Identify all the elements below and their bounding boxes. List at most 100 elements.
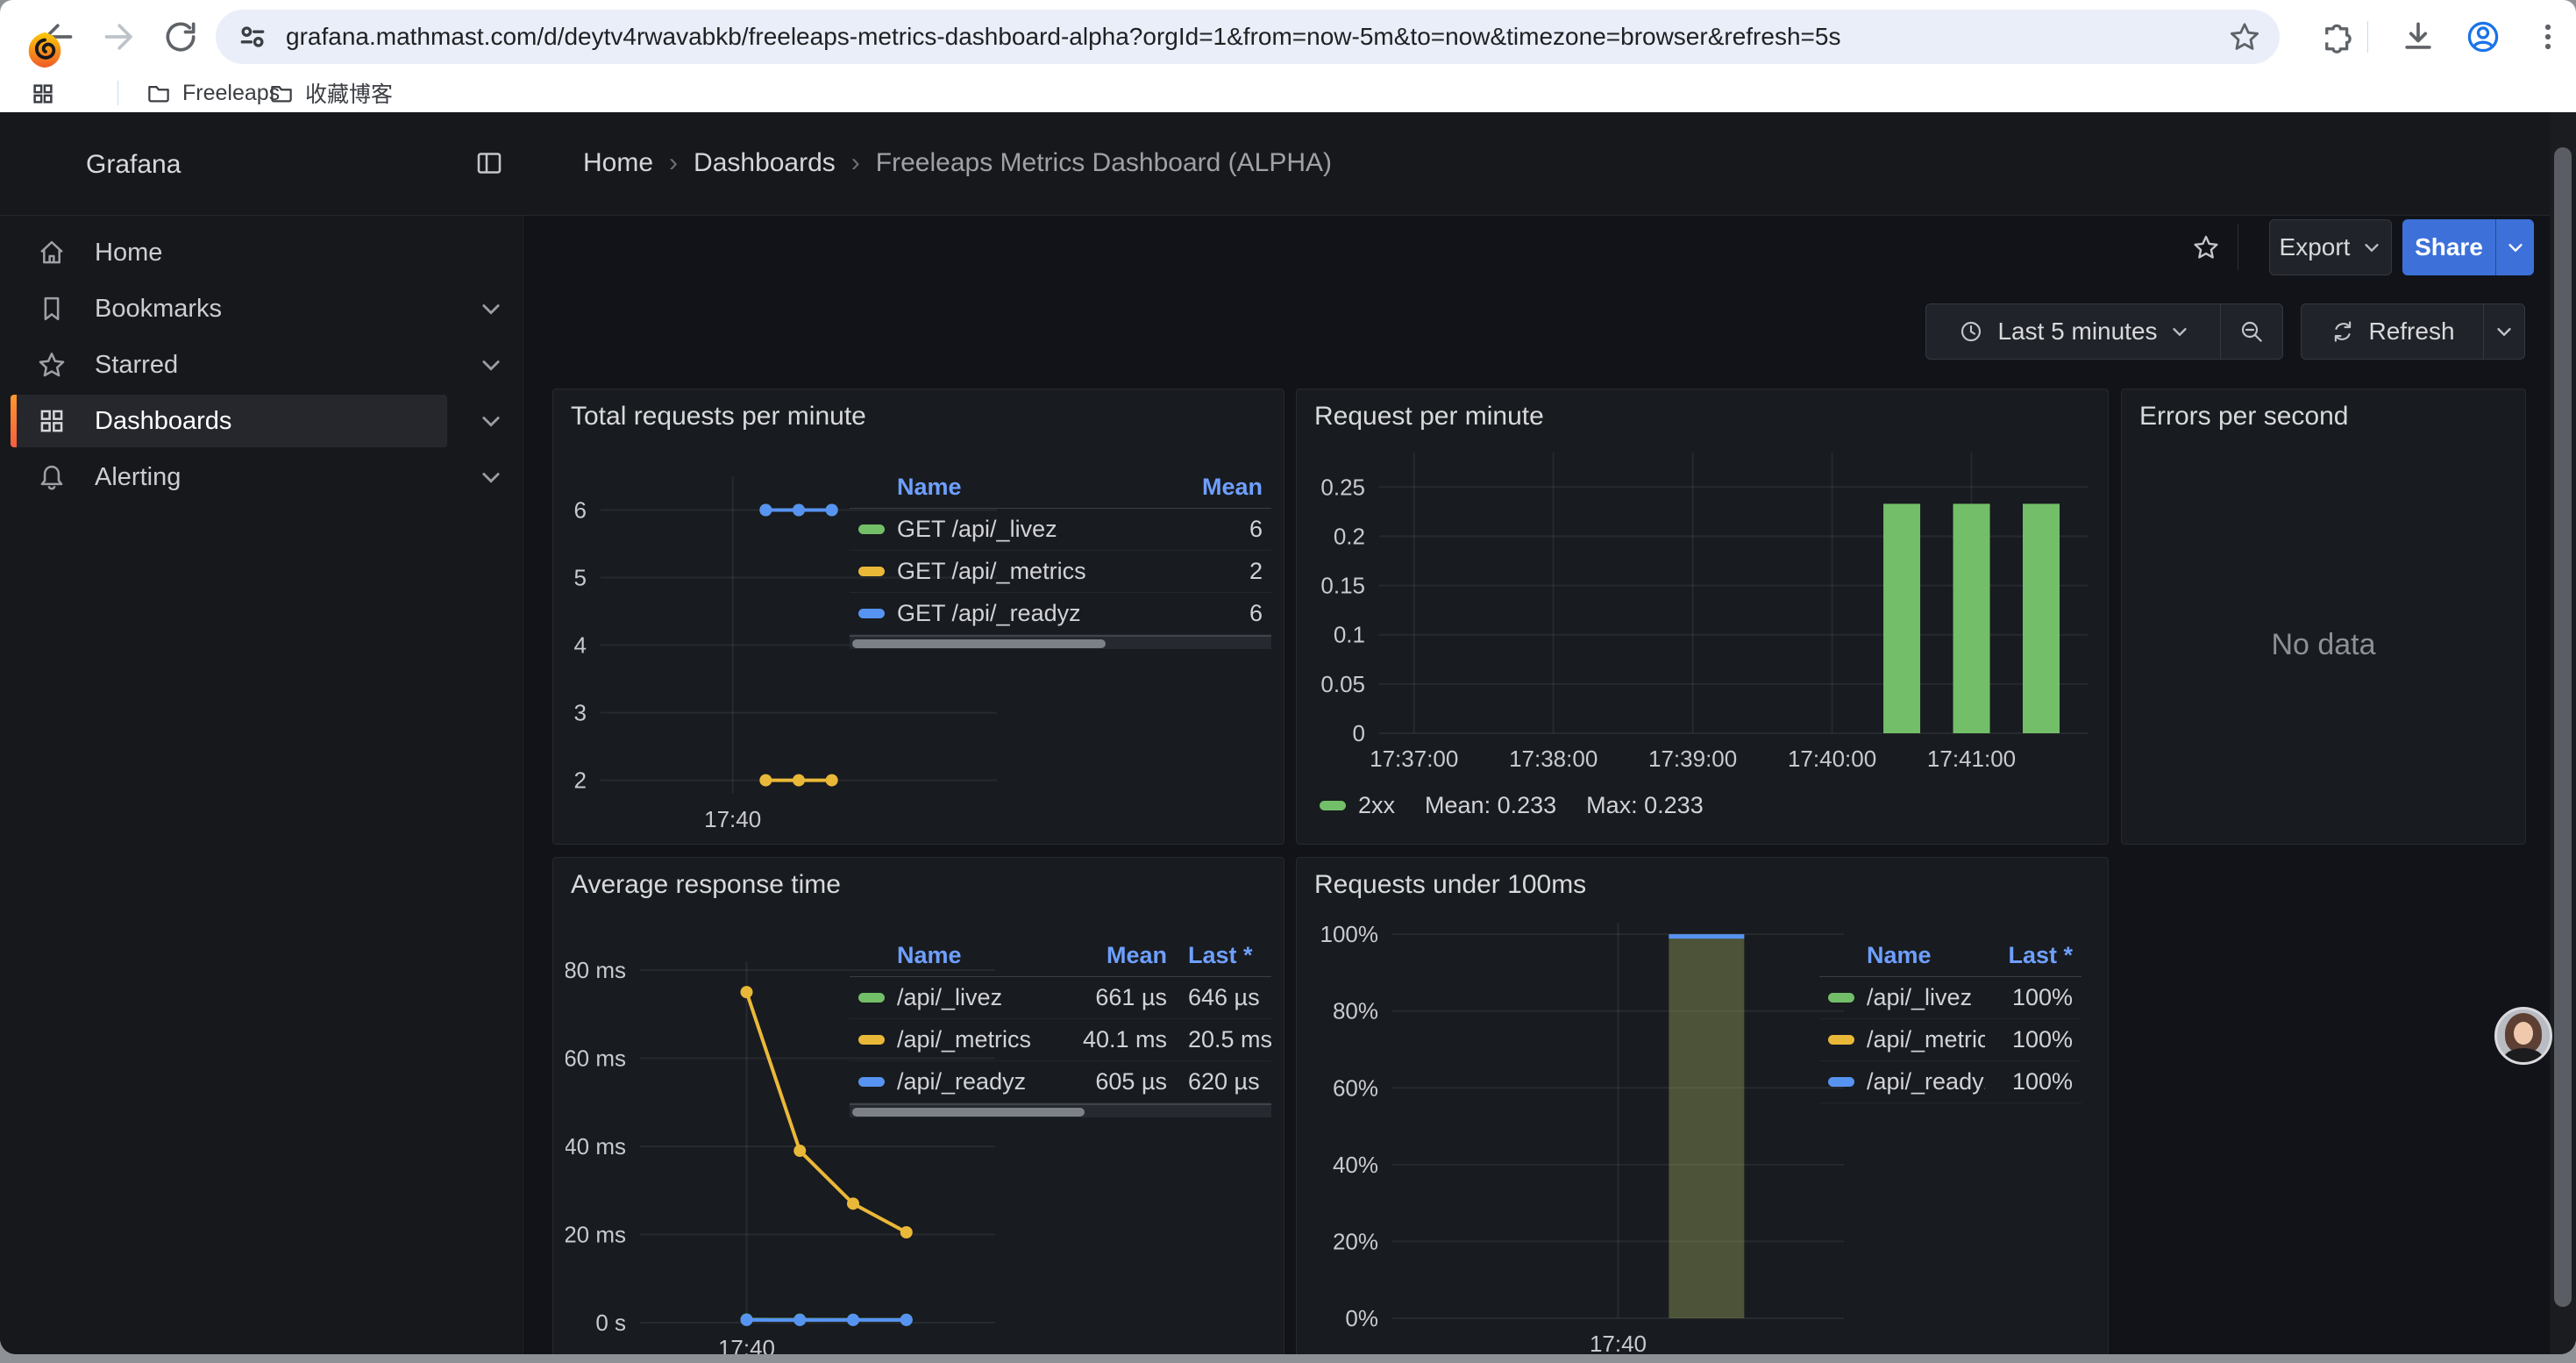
sidebar-item-starred[interactable]: Starred xyxy=(11,339,447,391)
time-range-picker[interactable]: Last 5 minutes xyxy=(1926,304,2220,359)
legend-header-last[interactable]: Last * xyxy=(1985,942,2081,969)
svg-text:80 ms: 80 ms xyxy=(566,957,626,983)
export-button[interactable]: Export xyxy=(2269,219,2392,275)
svg-text:4: 4 xyxy=(574,632,587,659)
svg-text:5: 5 xyxy=(574,565,587,591)
floating-avatar[interactable] xyxy=(2494,1007,2552,1065)
apps-grid-icon[interactable] xyxy=(30,81,56,107)
panel-total-requests-per-minute: Total requests per minute 2345617:40 Nam… xyxy=(552,389,1284,845)
legend-series-name[interactable]: 2xx xyxy=(1358,792,1395,819)
svg-text:17:39:00: 17:39:00 xyxy=(1648,746,1737,772)
reload-icon[interactable] xyxy=(161,18,200,56)
svg-text:40 ms: 40 ms xyxy=(566,1133,626,1160)
svg-text:6: 6 xyxy=(574,497,587,524)
breadcrumb-dashboards[interactable]: Dashboards xyxy=(694,148,836,178)
legend-scrollbar[interactable] xyxy=(850,1103,1271,1117)
toggle-sidebar-icon[interactable] xyxy=(473,147,505,179)
legend-row[interactable]: /api/_readyz605 µs620 µs xyxy=(850,1061,1271,1103)
legend-header: Name Mean xyxy=(850,467,1271,509)
legend-scrollbar[interactable] xyxy=(850,635,1271,649)
series-color-chip xyxy=(1828,1077,1854,1087)
bookmark-folder-freeleaps[interactable]: Freeleaps xyxy=(146,77,280,109)
breadcrumb-current: Freeleaps Metrics Dashboard (ALPHA) xyxy=(876,148,1332,178)
sidebar-item-bookmarks[interactable]: Bookmarks xyxy=(11,282,447,335)
grafana-top-nav: Grafana Home › Dashboards › Freeleaps Me… xyxy=(0,112,2576,216)
series-color-chip xyxy=(858,1035,885,1045)
legend-row[interactable]: /api/_metrics100% xyxy=(1819,1019,2081,1061)
legend-header: Name Mean Last * xyxy=(850,935,1271,977)
legend-row[interactable]: /api/_readyz100% xyxy=(1819,1061,2081,1103)
svg-text:17:41:00: 17:41:00 xyxy=(1927,746,2016,772)
refresh-interval-button[interactable] xyxy=(2484,304,2524,359)
sidebar-item-home[interactable]: Home xyxy=(11,226,447,279)
menu-kebab-icon[interactable] xyxy=(2529,18,2567,56)
svg-text:17:40: 17:40 xyxy=(1590,1331,1647,1354)
panel-title[interactable]: Requests under 100ms xyxy=(1314,870,1586,900)
toolbar-divider xyxy=(2367,21,2368,53)
svg-text:0.15: 0.15 xyxy=(1320,573,1365,599)
chevron-down-icon[interactable] xyxy=(479,296,503,321)
sidebar-item-alerting[interactable]: Alerting xyxy=(11,451,447,503)
scrollbar-thumb[interactable] xyxy=(2554,147,2572,1307)
share-menu-button[interactable] xyxy=(2495,219,2534,275)
svg-text:0: 0 xyxy=(1353,720,1365,746)
bookmark-label: Freeleaps xyxy=(182,81,280,106)
bookmark-star-icon[interactable] xyxy=(2227,19,2262,54)
sidebar-item-label: Dashboards xyxy=(95,407,231,436)
breadcrumb-home[interactable]: Home xyxy=(583,148,653,178)
url-text[interactable]: grafana.mathmast.com/d/deytv4rwavabkb/fr… xyxy=(286,23,2227,51)
legend-row[interactable]: /api/_livez661 µs646 µs xyxy=(850,977,1271,1019)
extensions-icon[interactable] xyxy=(2315,18,2353,56)
page-scrollbar[interactable] xyxy=(2550,112,2576,1354)
legend-table: Name Last * /api/_livez100% /api/_metric… xyxy=(1819,935,2081,1103)
sidebar-item-label: Alerting xyxy=(95,463,181,492)
bar-chart[interactable]: 00.050.10.150.20.2517:37:0017:38:0017:39… xyxy=(1309,442,2098,784)
panel-title[interactable]: Request per minute xyxy=(1314,402,1544,432)
panel-title[interactable]: Errors per second xyxy=(2139,402,2348,432)
refresh-button[interactable]: Refresh xyxy=(2302,304,2483,359)
download-icon[interactable] xyxy=(2399,18,2437,56)
svg-text:17:40: 17:40 xyxy=(718,1335,775,1354)
svg-text:0.25: 0.25 xyxy=(1320,474,1365,500)
series-color-chip xyxy=(858,525,885,534)
panel-requests-under-100ms: Requests under 100ms 0%20%40%60%80%100%1… xyxy=(1296,857,2109,1354)
chevron-down-icon[interactable] xyxy=(479,409,503,433)
chevron-down-icon[interactable] xyxy=(479,465,503,489)
panel-title[interactable]: Average response time xyxy=(571,870,841,900)
legend-row[interactable]: GET /api/_livez6 xyxy=(850,509,1271,551)
refresh-icon xyxy=(2330,318,2356,345)
favorite-star-icon[interactable] xyxy=(2190,232,2222,263)
zoom-out-button[interactable] xyxy=(2221,304,2282,359)
legend-row[interactable]: GET /api/_readyz6 xyxy=(850,593,1271,635)
panel-title[interactable]: Total requests per minute xyxy=(571,402,866,432)
share-button[interactable]: Share xyxy=(2402,219,2534,275)
grafana-logo[interactable] xyxy=(25,30,65,70)
panel-errors-per-second: Errors per second No data xyxy=(2121,389,2526,845)
legend-header-last[interactable]: Last * xyxy=(1188,942,1271,969)
legend-row[interactable]: /api/_livez100% xyxy=(1819,977,2081,1019)
site-settings-icon[interactable] xyxy=(235,19,270,54)
svg-text:0.2: 0.2 xyxy=(1334,523,1365,549)
series-color-chip xyxy=(858,1077,885,1087)
forward-icon[interactable] xyxy=(102,18,140,56)
bookmark-label: 收藏博客 xyxy=(305,77,393,109)
svg-text:17:40:00: 17:40:00 xyxy=(1788,746,1876,772)
svg-text:17:38:00: 17:38:00 xyxy=(1509,746,1598,772)
clock-icon xyxy=(1957,318,1985,346)
no-data-message: No data xyxy=(2122,628,2525,662)
legend-header-name[interactable]: Name xyxy=(1867,942,1985,969)
legend-row[interactable]: GET /api/_metrics2 xyxy=(850,551,1271,593)
legend-header-mean[interactable]: Mean xyxy=(1166,474,1271,501)
bookmark-folder-blogs[interactable]: 收藏博客 xyxy=(268,77,393,109)
profile-icon[interactable] xyxy=(2464,18,2502,56)
legend-row[interactable]: /api/_metrics40.1 ms20.5 ms xyxy=(850,1019,1271,1061)
legend-header-name[interactable]: Name xyxy=(897,474,1166,501)
bar-chart[interactable]: 0%20%40%60%80%100%17:40 xyxy=(1309,910,1853,1354)
sidebar-item-dashboards[interactable]: Dashboards xyxy=(11,395,447,447)
chevron-down-icon[interactable] xyxy=(479,353,503,377)
bookmarks-divider xyxy=(117,81,118,105)
legend-header-mean[interactable]: Mean xyxy=(1079,942,1176,969)
bookmark-icon xyxy=(35,292,68,325)
url-bar[interactable]: grafana.mathmast.com/d/deytv4rwavabkb/fr… xyxy=(216,10,2280,64)
legend-header-name[interactable]: Name xyxy=(897,942,1079,969)
